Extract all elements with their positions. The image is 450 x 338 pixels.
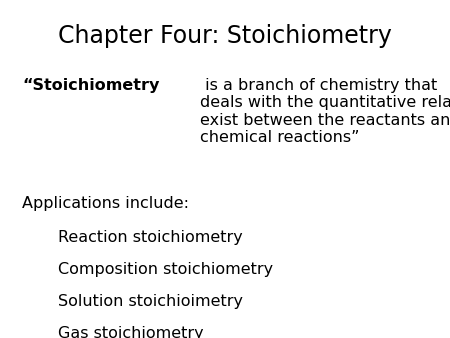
Text: is a branch of chemistry that
deals with the quantitative relationships that
exi: is a branch of chemistry that deals with… <box>200 78 450 145</box>
Text: “Stoichiometry: “Stoichiometry <box>22 78 160 93</box>
Text: Applications include:: Applications include: <box>22 196 189 211</box>
Text: Reaction stoichiometry: Reaction stoichiometry <box>58 230 243 245</box>
Text: Composition stoichiometry: Composition stoichiometry <box>58 262 274 277</box>
Text: Solution stoichioimetry: Solution stoichioimetry <box>58 294 243 309</box>
Text: Gas stoichiometry: Gas stoichiometry <box>58 326 204 338</box>
Text: Chapter Four: Stoichiometry: Chapter Four: Stoichiometry <box>58 24 392 48</box>
